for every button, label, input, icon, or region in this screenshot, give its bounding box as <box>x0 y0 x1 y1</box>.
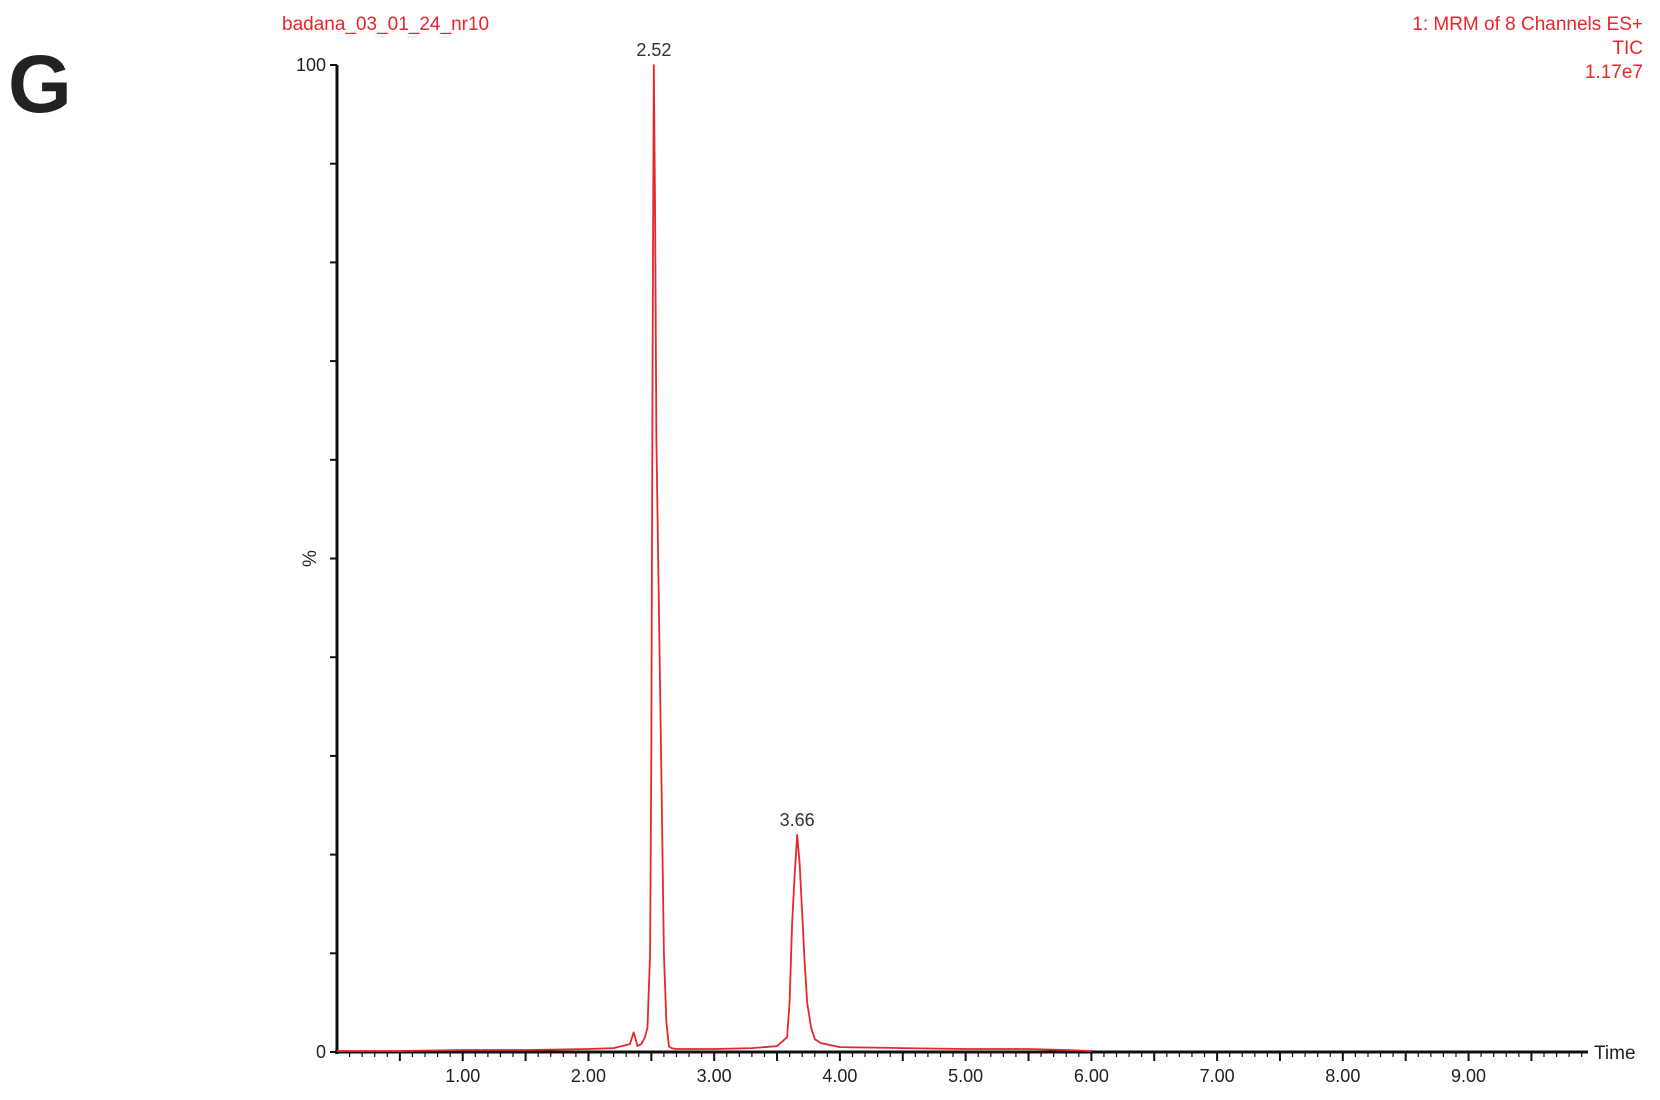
peak-label: 3.66 <box>780 810 815 830</box>
peak-labels: 2.52 3.66 <box>636 40 814 830</box>
axes <box>335 65 1588 1054</box>
series-layer <box>337 64 1092 1052</box>
x-tick-label: 2.00 <box>571 1066 606 1086</box>
x-tick-label: 7.00 <box>1200 1066 1235 1086</box>
y-axis-title: % <box>300 550 321 567</box>
tic-trace-line <box>337 64 1092 1052</box>
sample-name-label: badana_03_01_24_nr10 <box>282 14 489 35</box>
x-tick-label: 9.00 <box>1451 1066 1486 1086</box>
x-tick-label: 1.00 <box>445 1066 480 1086</box>
peak-label: 2.52 <box>636 40 671 60</box>
x-tick-label: 5.00 <box>948 1066 983 1086</box>
x-tick-label: 4.00 <box>822 1066 857 1086</box>
tick-marks <box>330 64 1583 1061</box>
intensity-label: 1.17e7 <box>1585 62 1643 83</box>
x-tick-label: 3.00 <box>697 1066 732 1086</box>
trace-type-label: TIC <box>1612 38 1643 59</box>
panel-label: G <box>8 39 72 130</box>
function-label: 1: MRM of 8 Channels ES+ <box>1412 14 1643 35</box>
y-tick-label: 100 <box>296 55 326 75</box>
x-tick-label: 6.00 <box>1074 1066 1109 1086</box>
x-tick-label: 8.00 <box>1325 1066 1360 1086</box>
x-axis-title: Time <box>1594 1043 1636 1064</box>
tick-labels: 1.00 2.00 3.00 4.00 5.00 6.00 7.00 8.00 9.00 0 100 <box>296 55 1486 1086</box>
y-tick-label: 0 <box>316 1042 326 1062</box>
